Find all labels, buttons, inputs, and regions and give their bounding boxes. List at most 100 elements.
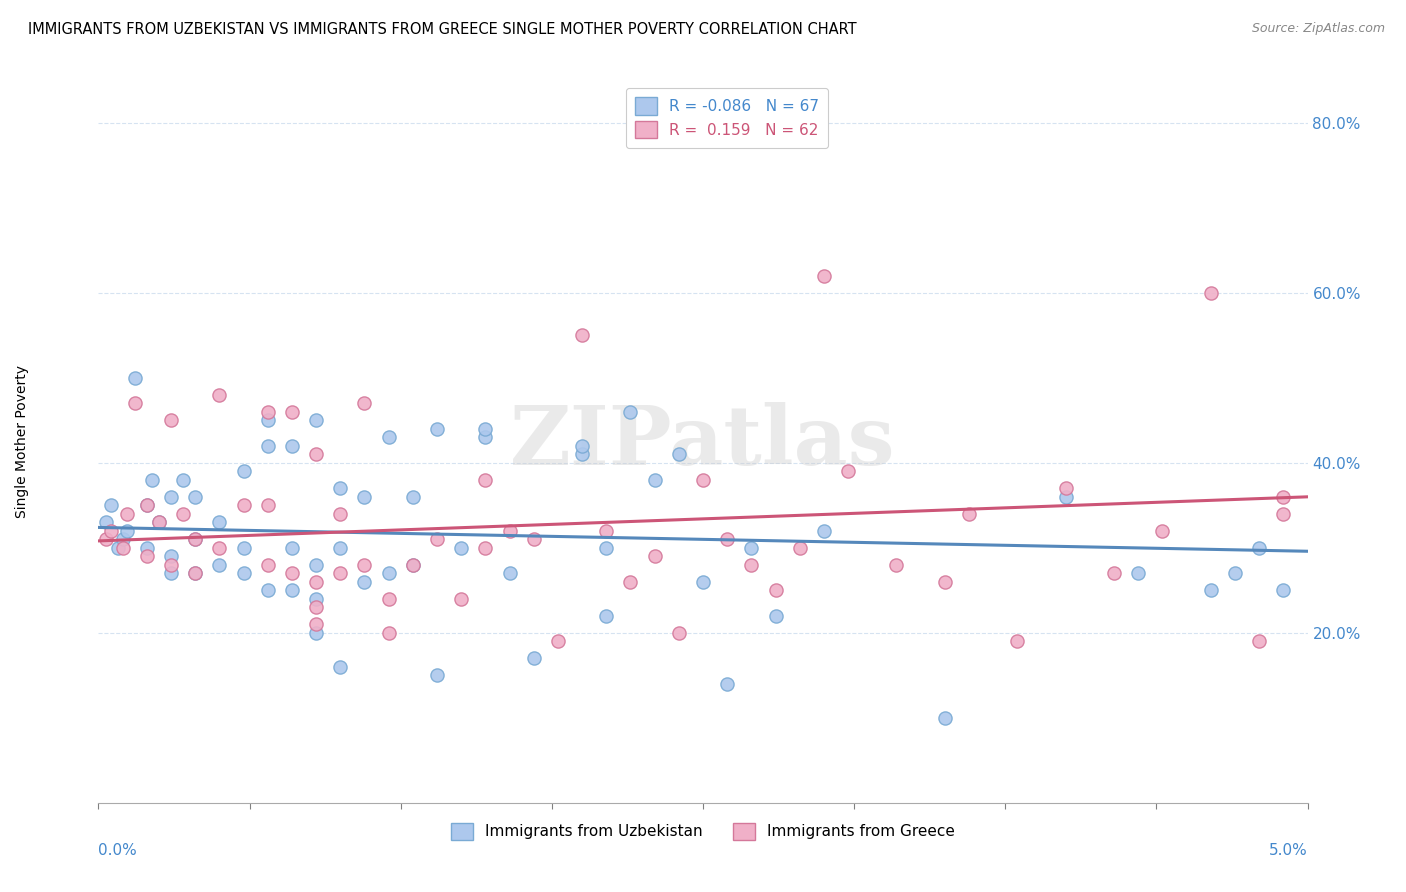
Point: [426, 422, 449, 436]
Point: [402, 558, 425, 572]
Point: [160, 558, 183, 572]
Point: [111, 533, 134, 547]
Point: [256, 583, 278, 598]
Point: [837, 464, 859, 478]
Point: [1249, 634, 1271, 648]
Point: [184, 490, 207, 504]
Point: [232, 566, 254, 581]
Legend: Immigrants from Uzbekistan, Immigrants from Greece: Immigrants from Uzbekistan, Immigrants f…: [443, 814, 963, 849]
Point: [305, 413, 328, 427]
Point: [886, 558, 908, 572]
Text: IMMIGRANTS FROM UZBEKISTAN VS IMMIGRANTS FROM GREECE SINGLE MOTHER POVERTY CORRE: IMMIGRANTS FROM UZBEKISTAN VS IMMIGRANTS…: [28, 22, 856, 37]
Point: [1054, 481, 1077, 495]
Point: [148, 516, 170, 530]
Point: [740, 558, 762, 572]
Point: [498, 524, 520, 538]
Point: [523, 651, 546, 665]
Point: [329, 566, 352, 581]
Point: [377, 591, 399, 606]
Point: [305, 625, 328, 640]
Point: [1272, 490, 1295, 504]
Point: [474, 473, 496, 487]
Point: [107, 541, 129, 555]
Point: [160, 549, 183, 564]
Point: [329, 660, 352, 674]
Point: [256, 498, 278, 512]
Point: [1272, 583, 1295, 598]
Point: [117, 524, 139, 538]
Text: 5.0%: 5.0%: [1268, 843, 1308, 857]
Point: [1199, 583, 1222, 598]
Point: [353, 574, 375, 589]
Point: [740, 541, 762, 555]
Point: [402, 558, 425, 572]
Point: [100, 524, 122, 538]
Point: [1272, 507, 1295, 521]
Point: [426, 668, 449, 682]
Point: [377, 625, 399, 640]
Point: [135, 498, 157, 512]
Point: [353, 490, 375, 504]
Point: [329, 507, 352, 521]
Point: [172, 473, 194, 487]
Point: [100, 498, 122, 512]
Point: [474, 541, 496, 555]
Point: [135, 549, 157, 564]
Point: [305, 600, 328, 615]
Point: [934, 711, 956, 725]
Point: [256, 558, 278, 572]
Point: [402, 490, 425, 504]
Point: [184, 533, 207, 547]
Point: [571, 439, 593, 453]
Point: [426, 533, 449, 547]
Point: [305, 617, 328, 632]
Point: [813, 524, 835, 538]
Point: [135, 498, 157, 512]
Point: [716, 677, 738, 691]
Point: [1249, 541, 1271, 555]
Point: [668, 447, 690, 461]
Point: [692, 473, 714, 487]
Point: [644, 473, 666, 487]
Y-axis label: Single Mother Poverty: Single Mother Poverty: [15, 365, 30, 518]
Point: [595, 524, 617, 538]
Point: [148, 516, 170, 530]
Point: [184, 566, 207, 581]
Text: Source: ZipAtlas.com: Source: ZipAtlas.com: [1251, 22, 1385, 36]
Text: 0.0%: 0.0%: [98, 843, 138, 857]
Point: [281, 541, 304, 555]
Point: [124, 371, 146, 385]
Point: [305, 447, 328, 461]
Point: [305, 574, 328, 589]
Point: [329, 541, 352, 555]
Point: [619, 405, 641, 419]
Point: [644, 549, 666, 564]
Point: [595, 608, 617, 623]
Point: [184, 566, 207, 581]
Point: [1223, 566, 1246, 581]
Point: [256, 405, 278, 419]
Point: [523, 533, 546, 547]
Point: [281, 583, 304, 598]
Point: [94, 516, 117, 530]
Point: [135, 541, 157, 555]
Point: [474, 430, 496, 444]
Point: [184, 533, 207, 547]
Point: [208, 388, 231, 402]
Point: [668, 625, 690, 640]
Point: [281, 439, 304, 453]
Point: [813, 268, 835, 283]
Point: [1054, 490, 1077, 504]
Point: [765, 583, 787, 598]
Point: [765, 608, 787, 623]
Point: [1007, 634, 1029, 648]
Point: [498, 566, 520, 581]
Point: [281, 405, 304, 419]
Point: [934, 574, 956, 589]
Point: [117, 507, 139, 521]
Point: [571, 447, 593, 461]
Point: [329, 481, 352, 495]
Point: [353, 396, 375, 410]
Point: [208, 541, 231, 555]
Point: [160, 413, 183, 427]
